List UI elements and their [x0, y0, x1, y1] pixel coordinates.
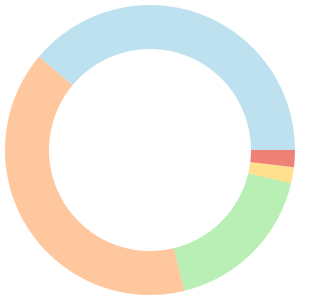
donut-slice — [173, 173, 292, 291]
chart — [4, 4, 295, 295]
donut-slice — [4, 56, 185, 295]
donut-slice — [38, 4, 295, 151]
donut-slice — [250, 150, 295, 168]
donut-slice — [248, 162, 294, 184]
page: {"chart_data": {"type": "donut", "values… — [4, 4, 295, 295]
